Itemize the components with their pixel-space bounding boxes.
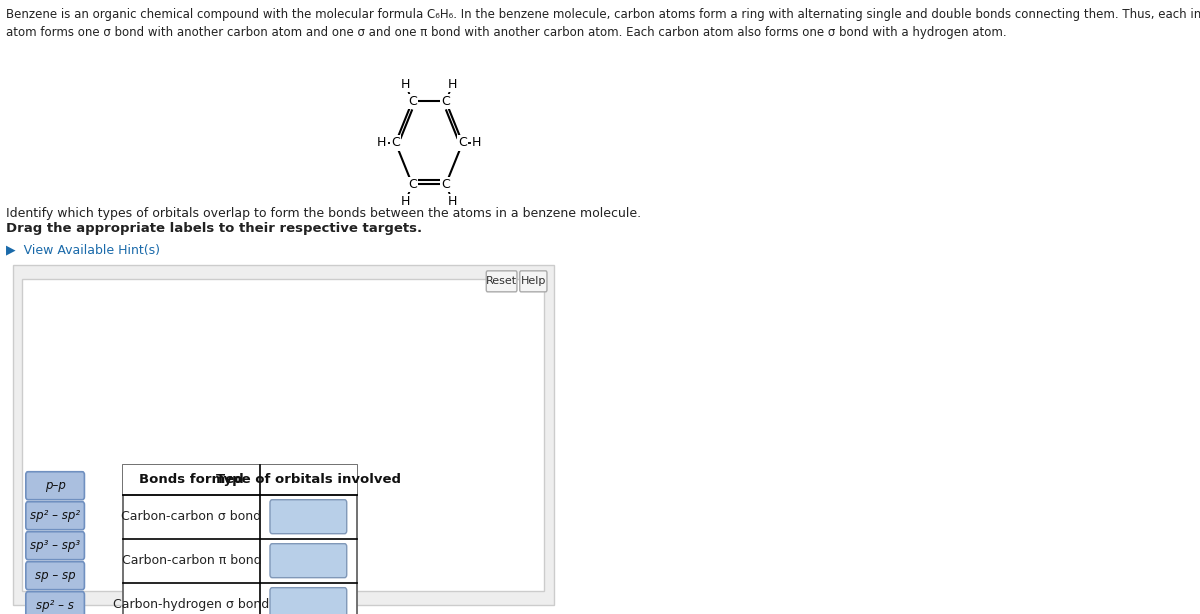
Text: C: C xyxy=(408,95,416,108)
Text: Carbon-hydrogen σ bond: Carbon-hydrogen σ bond xyxy=(113,598,270,611)
Text: Help: Help xyxy=(521,276,546,286)
Text: sp – sp: sp – sp xyxy=(35,569,76,582)
Text: H: H xyxy=(448,195,457,208)
Bar xyxy=(12,265,554,605)
Text: H: H xyxy=(401,77,410,90)
Text: ▶  View Available Hint(s): ▶ View Available Hint(s) xyxy=(6,244,160,257)
Text: Bonds formed: Bonds formed xyxy=(139,473,244,486)
FancyBboxPatch shape xyxy=(26,502,84,530)
FancyBboxPatch shape xyxy=(270,588,347,614)
FancyBboxPatch shape xyxy=(26,532,84,560)
Text: Benzene is an organic chemical compound with the molecular formula C₆H₆. In the : Benzene is an organic chemical compound … xyxy=(6,8,1200,21)
Text: Identify which types of orbitals overlap to form the bonds between the atoms in : Identify which types of orbitals overlap… xyxy=(6,207,641,220)
Text: H: H xyxy=(448,77,457,90)
Text: C: C xyxy=(458,136,467,149)
Text: sp² – sp²: sp² – sp² xyxy=(30,509,80,523)
FancyBboxPatch shape xyxy=(520,271,547,292)
FancyBboxPatch shape xyxy=(270,500,347,534)
Text: C: C xyxy=(442,178,450,191)
FancyBboxPatch shape xyxy=(270,544,347,578)
Text: C: C xyxy=(408,178,416,191)
Text: H: H xyxy=(377,136,386,149)
Text: sp² – s: sp² – s xyxy=(36,599,74,612)
FancyBboxPatch shape xyxy=(26,592,84,614)
Bar xyxy=(124,465,358,614)
Text: Carbon-carbon σ bond: Carbon-carbon σ bond xyxy=(121,510,262,523)
FancyBboxPatch shape xyxy=(486,271,517,292)
Text: Drag the appropriate labels to their respective targets.: Drag the appropriate labels to their res… xyxy=(6,222,421,235)
FancyBboxPatch shape xyxy=(26,472,84,500)
Text: sp³ – sp³: sp³ – sp³ xyxy=(30,539,80,552)
Text: H: H xyxy=(401,195,410,208)
Bar xyxy=(124,465,358,495)
Text: Carbon-carbon π bond: Carbon-carbon π bond xyxy=(121,554,262,567)
Text: p–p: p–p xyxy=(44,480,66,492)
Text: C: C xyxy=(442,95,450,108)
Text: H: H xyxy=(472,136,481,149)
Bar xyxy=(23,279,544,591)
Text: atom forms one σ bond with another carbon atom and one σ and one π bond with ano: atom forms one σ bond with another carbo… xyxy=(6,26,1007,39)
Text: Reset: Reset xyxy=(486,276,517,286)
Text: C: C xyxy=(391,136,400,149)
FancyBboxPatch shape xyxy=(26,562,84,589)
Text: Type of orbitals involved: Type of orbitals involved xyxy=(216,473,401,486)
